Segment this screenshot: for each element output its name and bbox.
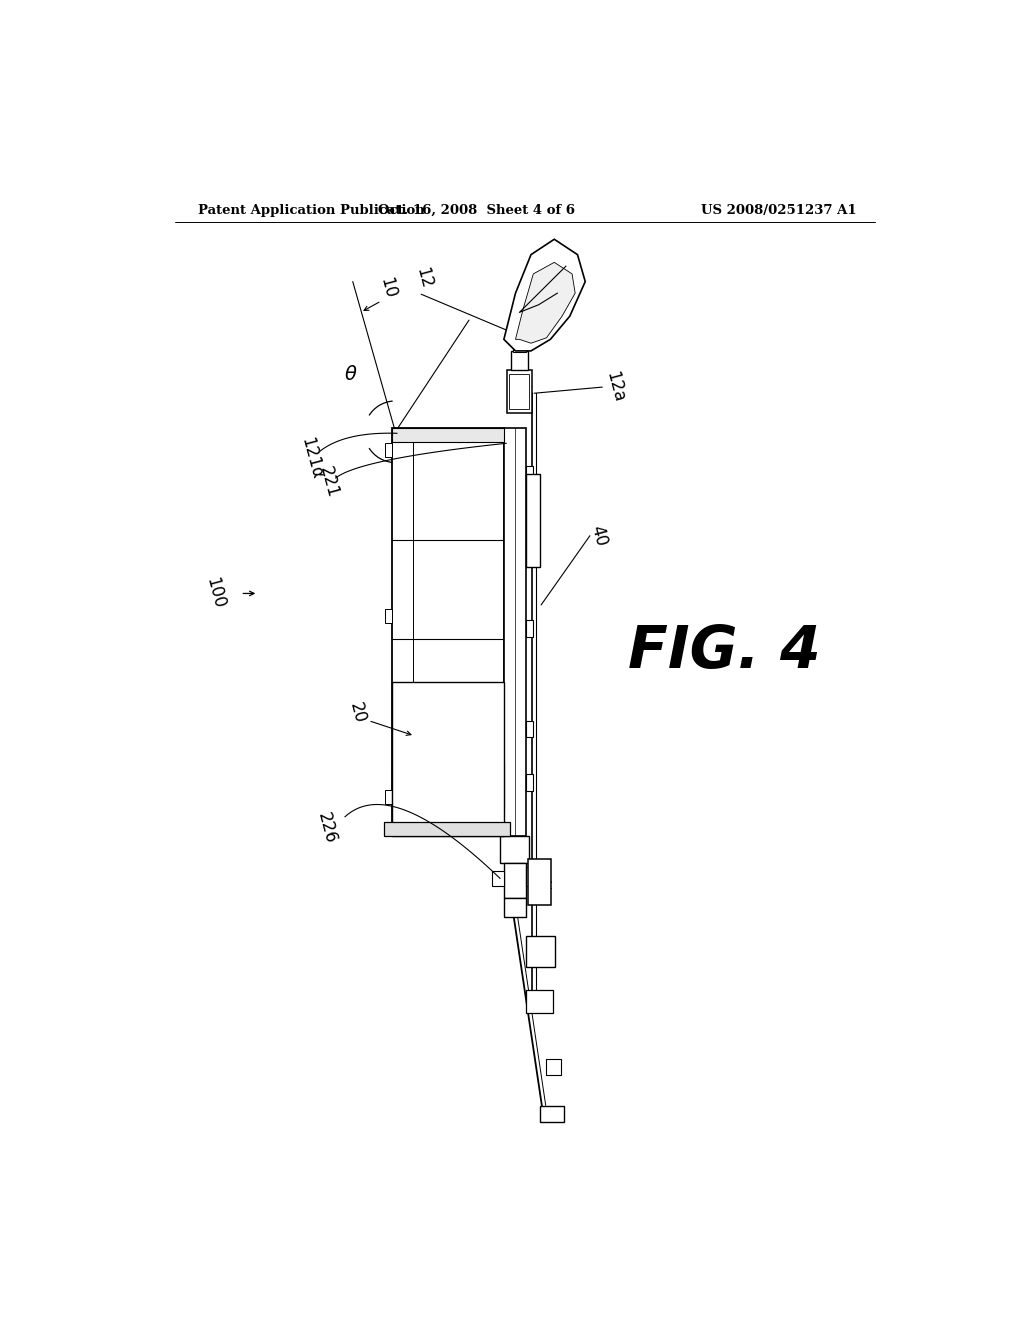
Bar xyxy=(513,343,525,352)
Bar xyxy=(391,682,504,836)
Text: 121α: 121α xyxy=(297,436,326,482)
Text: FIG. 4: FIG. 4 xyxy=(629,623,821,680)
Bar xyxy=(507,370,531,413)
Text: 12: 12 xyxy=(413,265,435,290)
Bar xyxy=(511,351,528,370)
Bar xyxy=(504,428,525,836)
Text: Patent Application Publication: Patent Application Publication xyxy=(198,205,425,218)
Bar xyxy=(391,763,504,785)
Bar xyxy=(500,836,529,863)
Bar xyxy=(546,1059,561,1074)
Text: $\theta$: $\theta$ xyxy=(344,364,357,384)
Bar xyxy=(528,859,551,906)
Text: 20: 20 xyxy=(346,701,369,725)
Bar xyxy=(385,789,391,804)
Text: Oct. 16, 2008  Sheet 4 of 6: Oct. 16, 2008 Sheet 4 of 6 xyxy=(378,205,575,218)
Text: 12b: 12b xyxy=(555,260,581,296)
Text: 221: 221 xyxy=(316,465,342,499)
Bar xyxy=(525,990,553,1014)
Bar xyxy=(525,544,534,561)
Bar xyxy=(385,609,391,623)
Bar xyxy=(525,620,534,638)
Bar xyxy=(525,775,534,791)
Bar xyxy=(525,867,538,886)
Polygon shape xyxy=(504,239,586,351)
Text: 226: 226 xyxy=(313,810,339,846)
Bar xyxy=(391,428,504,442)
Bar xyxy=(504,863,525,898)
Bar xyxy=(391,785,504,809)
Bar xyxy=(385,444,391,457)
Text: 10: 10 xyxy=(376,276,399,300)
Bar xyxy=(493,871,504,886)
Bar xyxy=(541,1106,563,1122)
Bar xyxy=(384,822,510,836)
Polygon shape xyxy=(515,263,575,343)
Bar xyxy=(525,721,534,738)
Bar xyxy=(525,474,540,566)
Text: 100: 100 xyxy=(202,576,227,611)
Bar xyxy=(525,466,534,483)
Bar xyxy=(509,374,529,409)
Text: 12a: 12a xyxy=(602,370,628,404)
Bar xyxy=(391,428,504,836)
Text: 40: 40 xyxy=(588,523,610,548)
Text: US 2008/0251237 A1: US 2008/0251237 A1 xyxy=(700,205,856,218)
Bar xyxy=(504,898,525,917)
Bar xyxy=(525,936,555,966)
